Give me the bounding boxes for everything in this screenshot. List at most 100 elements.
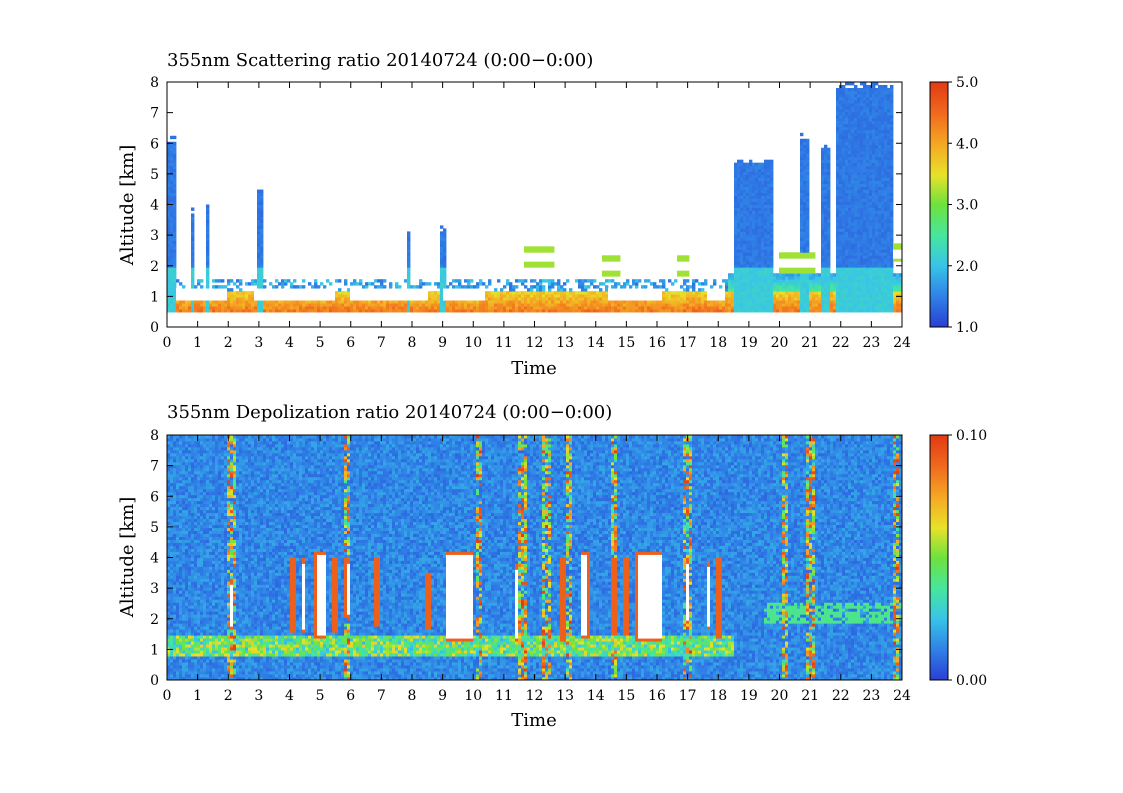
heatmap-cell	[794, 270, 798, 274]
heatmap-cell	[806, 144, 810, 149]
heatmap-cell	[881, 123, 885, 128]
heatmap-cell	[536, 285, 540, 289]
x-tick-label: 9	[438, 335, 447, 351]
heatmap-cell	[854, 123, 858, 128]
heatmap-cell	[233, 306, 237, 310]
heatmap-cell	[464, 300, 468, 304]
heatmap-cell	[584, 297, 588, 301]
heatmap-cell	[884, 207, 888, 211]
heatmap-cell	[713, 282, 717, 286]
heatmap-cell	[842, 279, 846, 283]
heatmap-cell	[875, 273, 879, 277]
heatmap-cell	[572, 303, 576, 307]
heatmap-cell	[173, 204, 177, 208]
heatmap-cell	[845, 189, 849, 193]
heatmap-cell	[815, 285, 819, 289]
heatmap-cell	[551, 306, 555, 310]
heatmap-cell	[677, 270, 681, 274]
heatmap-cell	[608, 309, 612, 313]
heatmap-cell	[881, 243, 885, 247]
heatmap-cell	[611, 273, 615, 277]
heatmap-cell	[857, 144, 861, 149]
heatmap-cell	[794, 303, 798, 307]
heatmap-cell	[746, 240, 750, 244]
heatmap-cell	[887, 129, 891, 134]
heatmap-cell	[572, 291, 576, 295]
heatmap-cell	[308, 297, 312, 301]
heatmap-cell	[875, 204, 879, 208]
heatmap-cell	[170, 150, 174, 155]
heatmap-cell	[890, 114, 894, 119]
heatmap-cell	[866, 228, 870, 232]
heatmap-cell	[248, 282, 252, 286]
heatmap-cell	[689, 306, 693, 310]
heatmap-cell	[845, 204, 849, 208]
heatmap-cell	[752, 180, 756, 184]
heatmap-cell	[431, 309, 435, 313]
heatmap-cell	[515, 300, 519, 304]
heatmap-cell	[461, 306, 465, 310]
heatmap-cell	[443, 246, 447, 250]
heatmap-cell	[326, 288, 330, 292]
heatmap-cell	[482, 297, 486, 301]
heatmap-cell	[857, 246, 861, 250]
heatmap-cell	[839, 279, 843, 283]
heatmap-cell	[737, 219, 741, 223]
heatmap-cell	[809, 264, 813, 268]
heatmap-cell	[704, 282, 708, 286]
heatmap-cell	[512, 297, 516, 301]
heatmap-cell	[821, 156, 825, 161]
heatmap-cell	[749, 285, 753, 289]
heatmap-cell	[782, 267, 786, 271]
heatmap-cell	[515, 291, 519, 295]
heatmap-cell	[854, 174, 858, 179]
heatmap-cell	[509, 309, 513, 313]
heatmap-cell	[275, 279, 279, 283]
heatmap-cell	[731, 306, 735, 310]
heatmap-cell	[887, 198, 891, 202]
heatmap-cell	[743, 282, 747, 286]
heatmap-cell	[800, 165, 804, 170]
heatmap-cell	[170, 294, 174, 298]
heatmap-cell	[167, 144, 171, 149]
heatmap-cell	[206, 207, 210, 211]
heatmap-cell	[506, 279, 510, 283]
heatmap-cell	[200, 294, 204, 298]
heatmap-cell	[836, 135, 840, 140]
heatmap-cell	[740, 219, 744, 223]
heatmap-cell	[851, 288, 855, 292]
heatmap-cell	[545, 279, 549, 283]
heatmap-cell	[314, 282, 318, 286]
heatmap-cell	[887, 177, 891, 181]
heatmap-cell	[542, 306, 546, 310]
heatmap-cell	[746, 228, 750, 232]
heatmap-cell	[362, 291, 366, 295]
heatmap-cell	[860, 195, 864, 199]
heatmap-cell	[881, 204, 885, 208]
heatmap-cell	[878, 303, 882, 307]
heatmap-cell	[275, 309, 279, 313]
heatmap-cell	[881, 90, 885, 95]
heatmap-cell	[782, 297, 786, 301]
x-tick-label: 3	[254, 335, 263, 351]
heatmap-cell	[887, 219, 891, 223]
heatmap-cell	[563, 303, 567, 307]
heatmap-cell	[827, 306, 831, 310]
heatmap-cell	[707, 294, 711, 298]
heatmap-cell	[878, 297, 882, 301]
heatmap-cell	[866, 108, 870, 113]
heatmap-cell	[647, 303, 651, 307]
heatmap-cell	[851, 279, 855, 283]
heatmap-cell	[698, 300, 702, 304]
heatmap-cell	[206, 216, 210, 220]
heatmap-cell	[665, 300, 669, 304]
heatmap-cell	[293, 309, 297, 313]
heatmap-cell	[464, 288, 468, 292]
heatmap-cell	[710, 306, 714, 310]
heatmap-cell	[770, 288, 774, 292]
heatmap-cell	[866, 210, 870, 214]
heatmap-cell	[233, 291, 237, 295]
heatmap-cell	[845, 255, 849, 259]
heatmap-cell	[509, 285, 513, 289]
heatmap-cell	[734, 201, 738, 205]
